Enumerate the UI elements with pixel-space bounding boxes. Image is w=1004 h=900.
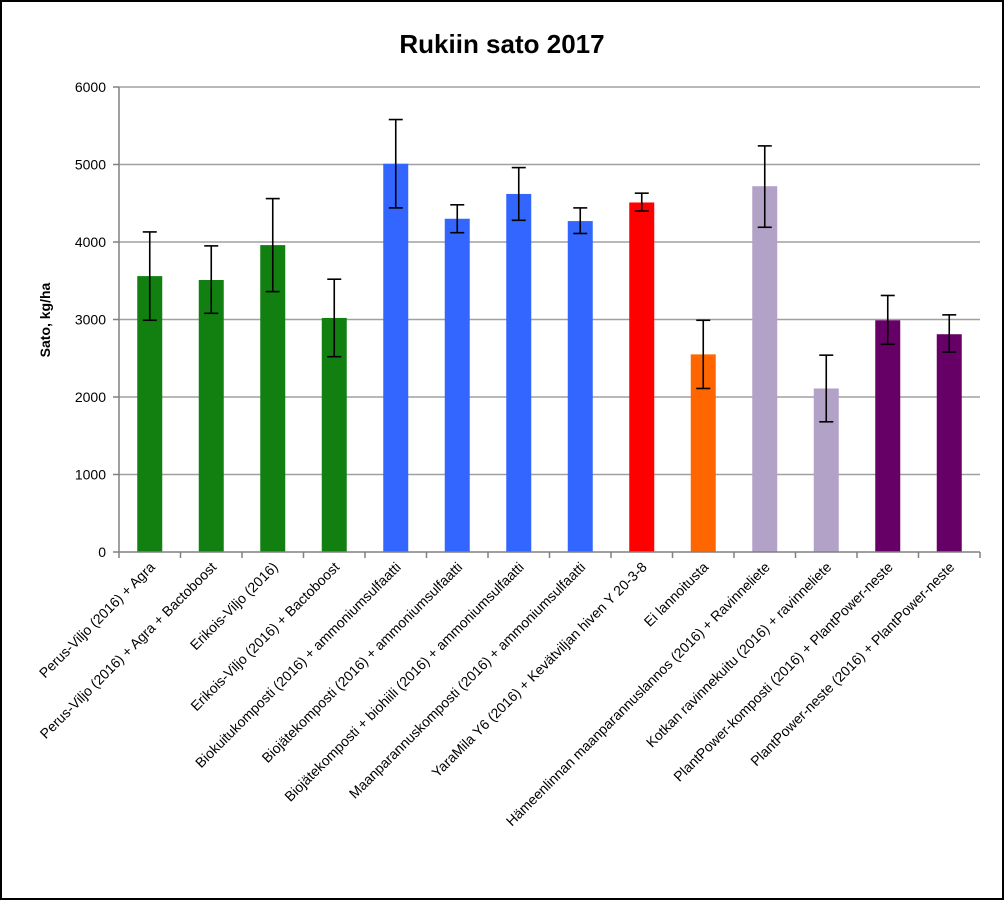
x-category-label: PlantPower-komposti (2016) + PlantPower-… (670, 559, 896, 785)
bar (567, 221, 593, 552)
y-tick-label: 3000 (75, 312, 106, 328)
x-category-label: Biojätekomposti + biohiili (2016) + ammo… (281, 559, 527, 805)
bar (137, 276, 163, 552)
bar (444, 218, 470, 552)
x-category-label: Maanparannuskomposti (2016) + ammoniumsu… (346, 559, 589, 802)
bar (752, 186, 778, 552)
bars (137, 163, 962, 552)
x-category-label: YaraMila Y6 (2016) + Kevätviljan hiven Y… (428, 559, 650, 781)
y-tick-label: 0 (98, 544, 106, 560)
y-tick-label: 2000 (75, 389, 106, 405)
y-tick-label: 5000 (75, 157, 106, 173)
y-tick-label: 6000 (75, 79, 106, 95)
y-axis-ticks: 0 1000 2000 3000 4000 5000 6000 (75, 79, 119, 560)
bar (629, 202, 655, 552)
bar (260, 245, 286, 552)
error-bars (142, 118, 957, 423)
axes (118, 87, 981, 558)
bar (506, 193, 532, 552)
bar (198, 279, 224, 552)
gridlines (119, 86, 980, 476)
y-axis-label: Sato, kg/ha (37, 282, 53, 357)
bar (383, 163, 409, 552)
chart-title: Rukiin sato 2017 (399, 29, 604, 59)
x-category-label: Perus-Viljo (2016) + Agra (36, 559, 158, 681)
y-tick-label: 4000 (75, 234, 106, 250)
y-tick-label: 1000 (75, 467, 106, 483)
bar (936, 334, 962, 552)
bar (875, 320, 901, 552)
